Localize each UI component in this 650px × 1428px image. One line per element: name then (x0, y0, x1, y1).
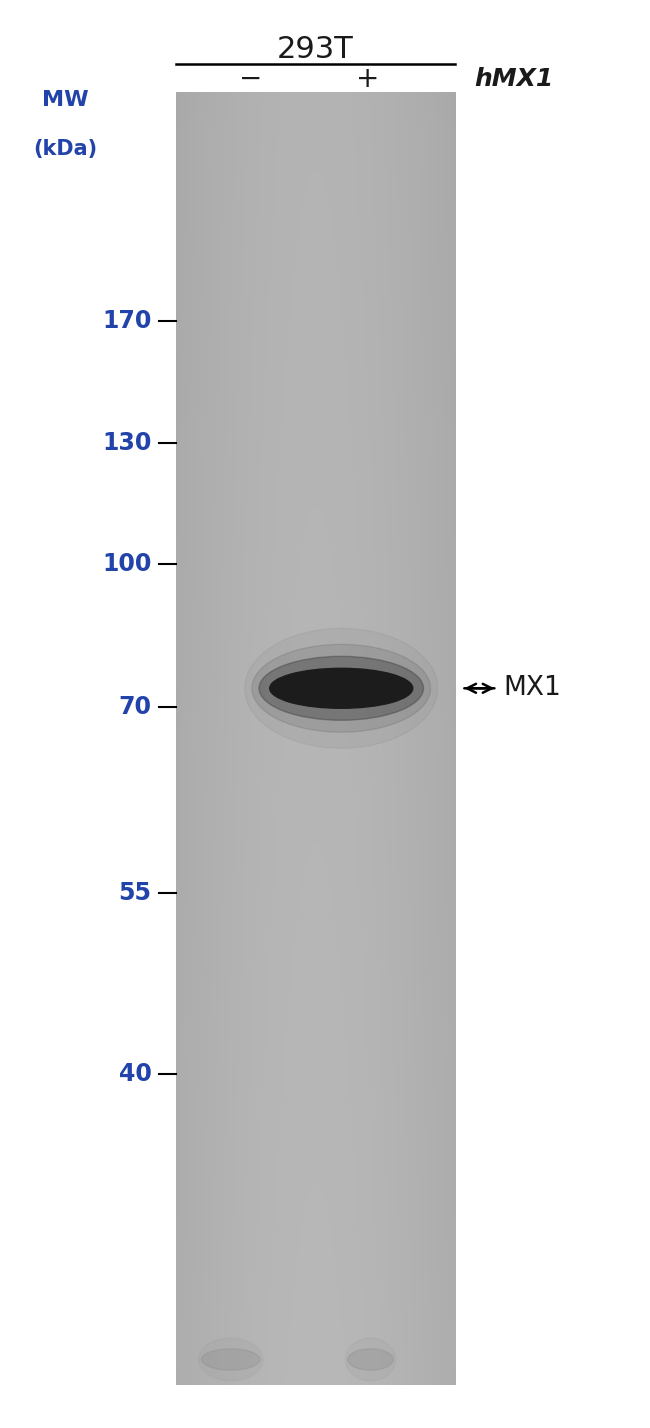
Text: 170: 170 (102, 310, 151, 333)
Text: 130: 130 (102, 431, 151, 454)
Text: 40: 40 (118, 1062, 151, 1085)
Ellipse shape (345, 1338, 395, 1381)
Ellipse shape (270, 668, 413, 708)
Text: hMX1: hMX1 (474, 67, 554, 90)
Ellipse shape (244, 628, 438, 748)
Text: 70: 70 (118, 695, 151, 718)
Text: MX1: MX1 (504, 675, 562, 701)
Ellipse shape (252, 644, 430, 733)
Text: 100: 100 (102, 553, 151, 575)
Ellipse shape (202, 1348, 260, 1371)
Text: 293T: 293T (277, 36, 354, 64)
Ellipse shape (199, 1338, 263, 1381)
Text: −: − (239, 64, 262, 93)
Text: +: + (356, 64, 379, 93)
Text: (kDa): (kDa) (33, 139, 97, 159)
Text: 55: 55 (118, 881, 151, 904)
Text: MW: MW (42, 90, 88, 110)
Ellipse shape (259, 657, 424, 720)
Ellipse shape (348, 1348, 393, 1371)
